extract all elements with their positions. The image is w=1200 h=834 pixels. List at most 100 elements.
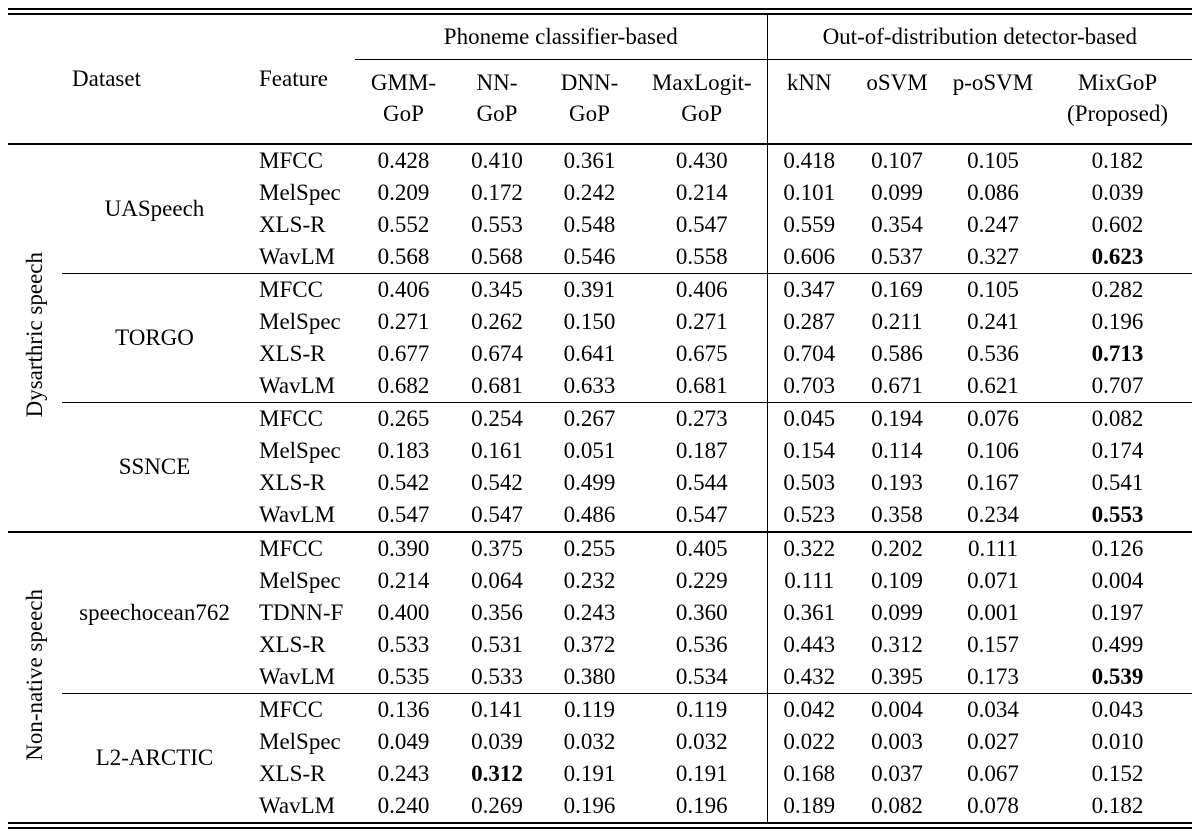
value-cell: 0.674 <box>471 341 523 366</box>
value-cell: 0.547 <box>471 502 523 527</box>
value-cell: 0.254 <box>452 402 542 435</box>
value-cell: 0.535 <box>377 664 430 689</box>
feature-name: WavLM <box>259 244 336 269</box>
value-cell: 0.548 <box>563 212 616 237</box>
value-cell: 0.271 <box>675 309 728 334</box>
value-cell: 0.273 <box>637 402 767 435</box>
value-cell: 0.534 <box>675 664 728 689</box>
table-row: TDNN-F 0.400 0.356 0.243 0.360 0.361 0.099 0.00… <box>8 597 1192 629</box>
value-cell: 0.533 <box>471 664 523 689</box>
value-cell: 0.240 <box>377 793 430 818</box>
feature-name: MFCC <box>259 148 323 173</box>
value-cell: 0.169 <box>851 273 943 306</box>
dataset-name: speechocean762 <box>62 531 247 694</box>
section-label-text: Dysarthric speech <box>22 252 47 418</box>
value-cell: 0.034 <box>943 693 1043 726</box>
value-cell: 0.681 <box>675 373 728 398</box>
group-header-phoneme-classifier: Phoneme classifier-based <box>355 11 767 60</box>
dataset-name: L2-ARCTIC <box>62 693 247 826</box>
value-cell: 0.443 <box>766 629 851 661</box>
value-cell: 0.196 <box>675 793 728 818</box>
table-row: XLS-R 0.542 0.542 0.499 0.544 0.503 0.193 0.167… <box>8 467 1192 499</box>
value-cell: 0.214 <box>377 568 430 593</box>
value-cell: 0.099 <box>871 600 923 625</box>
value-cell: 0.360 <box>675 600 728 625</box>
value-cell: 0.168 <box>766 758 851 790</box>
table-body: Dysarthric speech UASpeech MFCC 0.428 0.410 0… <box>8 144 1193 826</box>
col-header-line: GoP <box>383 101 424 126</box>
value-cell: 0.193 <box>871 470 923 495</box>
value-cell: 0.265 <box>355 402 452 435</box>
feature-column-header: Feature <box>247 11 355 145</box>
col-header-osvm: oSVM <box>851 59 943 145</box>
value-cell: 0.372 <box>563 632 616 657</box>
value-cell: 0.136 <box>355 693 452 726</box>
value-cell: 0.552 <box>377 212 430 237</box>
table-header: Dataset Feature Phoneme classifier-based… <box>8 11 1193 145</box>
value-cell: 0.167 <box>967 470 1019 495</box>
value-cell: 0.161 <box>471 438 523 463</box>
value-cell: 0.183 <box>377 438 430 463</box>
value-cell: 0.022 <box>766 726 851 758</box>
value-cell: 0.109 <box>871 568 923 593</box>
value-cell: 0.242 <box>563 180 616 205</box>
value-cell: 0.119 <box>542 693 637 726</box>
feature-name: TDNN-F <box>259 600 344 625</box>
value-cell: 0.209 <box>377 180 430 205</box>
table-row: MelSpec 0.049 0.039 0.032 0.032 0.022 0.003 0.0… <box>8 726 1192 758</box>
value-cell: 0.039 <box>1091 180 1144 205</box>
value-cell: 0.356 <box>471 600 523 625</box>
value-cell: 0.191 <box>563 761 616 786</box>
value-cell: 0.539 <box>1091 664 1144 689</box>
value-cell: 0.111 <box>766 565 851 597</box>
value-cell: 0.418 <box>766 144 851 177</box>
value-cell: 0.537 <box>871 244 923 269</box>
value-cell: 0.547 <box>675 502 728 527</box>
value-cell: 0.633 <box>563 373 616 398</box>
value-cell: 0.051 <box>563 438 616 463</box>
value-cell: 0.503 <box>766 467 851 499</box>
value-cell: 0.174 <box>1091 438 1144 463</box>
feature-name: MelSpec <box>259 438 341 463</box>
value-cell: 0.544 <box>675 470 728 495</box>
group-header-ood-detector: Out-of-distribution detector-based <box>766 11 1193 60</box>
value-cell: 0.197 <box>1091 600 1144 625</box>
value-cell: 0.003 <box>871 729 923 754</box>
table-row: MelSpec 0.209 0.172 0.242 0.214 0.101 0.099 0.0… <box>8 177 1192 209</box>
value-cell: 0.111 <box>943 531 1043 565</box>
value-cell: 0.681 <box>471 373 523 398</box>
table-row: WavLM 0.240 0.269 0.196 0.196 0.189 0.082 0.078… <box>8 790 1192 826</box>
table-row: MelSpec 0.214 0.064 0.232 0.229 0.111 0.109 0.0… <box>8 565 1192 597</box>
results-table: Dataset Feature Phoneme classifier-based… <box>8 8 1193 829</box>
value-cell: 0.547 <box>675 212 728 237</box>
col-header-maxlogit-gop: MaxLogit- GoP <box>637 59 767 145</box>
value-cell: 0.187 <box>675 438 728 463</box>
value-cell: 0.406 <box>355 273 452 306</box>
value-cell: 0.267 <box>542 402 637 435</box>
value-cell: 0.405 <box>637 531 767 565</box>
table-row: MelSpec 0.271 0.262 0.150 0.271 0.287 0.211 0.2… <box>8 306 1192 338</box>
value-cell: 0.032 <box>563 729 616 754</box>
value-cell: 0.568 <box>471 244 523 269</box>
col-header-line: NN- <box>476 70 518 95</box>
value-cell: 0.282 <box>1043 273 1193 306</box>
section-label: Non-native speech <box>8 531 62 826</box>
value-cell: 0.358 <box>871 502 923 527</box>
col-header-line: GoP <box>476 101 518 126</box>
value-cell: 0.243 <box>377 761 430 786</box>
value-cell: 0.707 <box>1091 373 1144 398</box>
col-header-line: (Proposed) <box>1067 101 1168 126</box>
table-row: WavLM 0.547 0.547 0.486 0.547 0.523 0.358 0.234… <box>8 499 1192 532</box>
value-cell: 0.196 <box>1091 309 1144 334</box>
value-cell: 0.531 <box>471 632 523 657</box>
table-row: XLS-R 0.243 0.312 0.191 0.191 0.168 0.037 0.067… <box>8 758 1192 790</box>
col-header-line: MaxLogit- <box>651 70 752 95</box>
value-cell: 0.499 <box>563 470 616 495</box>
value-cell: 0.045 <box>766 402 851 435</box>
dataset-name: TORGO <box>62 273 247 403</box>
dataset-name: SSNCE <box>62 402 247 532</box>
value-cell: 0.211 <box>871 309 923 334</box>
value-cell: 0.099 <box>871 180 923 205</box>
value-cell: 0.262 <box>471 309 523 334</box>
